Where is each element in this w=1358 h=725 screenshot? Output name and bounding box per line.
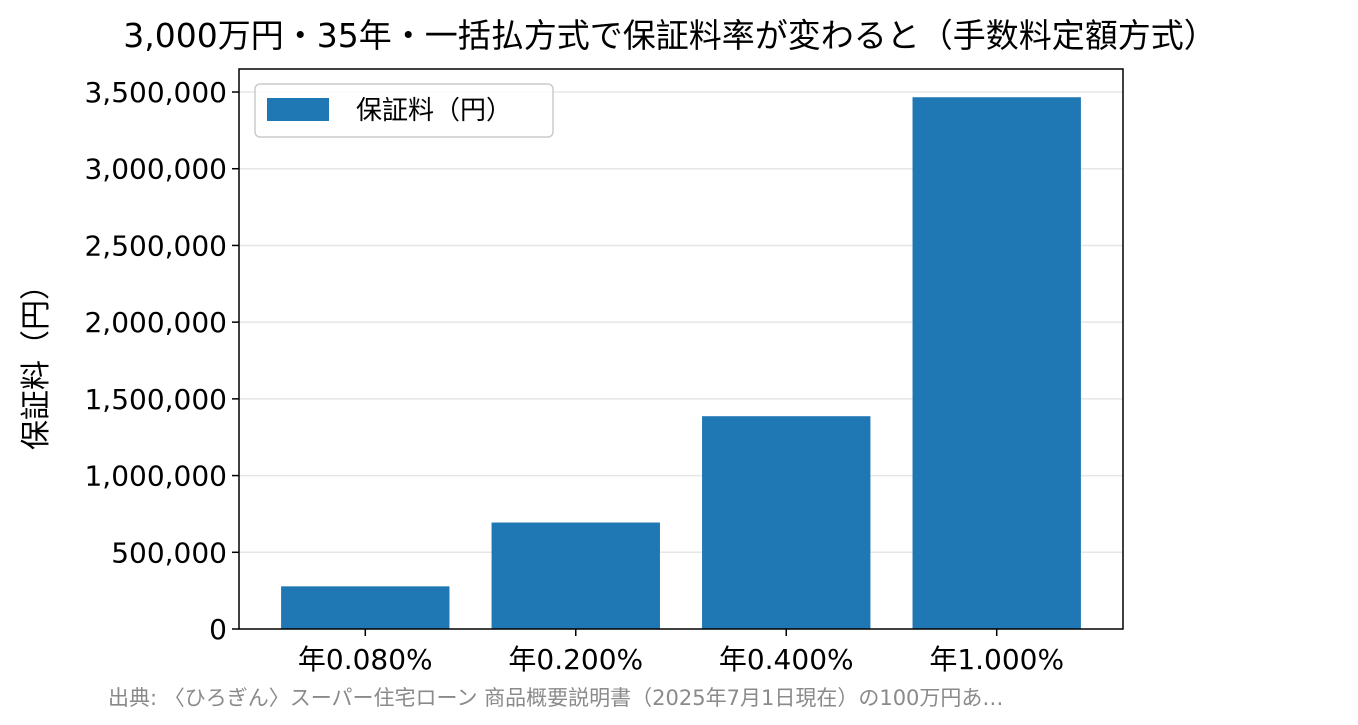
y-tick-label: 1,000,000 (84, 460, 227, 493)
legend-frame (254, 83, 554, 138)
y-tick-label: 500,000 (111, 536, 227, 569)
y-axis-label: 保証料（円） (19, 270, 54, 450)
legend-swatch (267, 98, 329, 121)
source-note: 出典: 〈ひろぎん〉スーパー住宅ローン 商品概要説明書（2025年7月1日現在）… (108, 686, 1003, 710)
x-tick-label: 年1.000% (929, 643, 1064, 676)
bars-layer (281, 97, 1081, 629)
y-ticks: 0 500,000 1,000,000 1,500,000 2,000,000 2,500… (84, 76, 239, 646)
bar (912, 97, 1081, 629)
chart-title: 3,000万円・35年・一括払方式で保証料率が変わると（手数料定額方式） (123, 16, 1216, 55)
y-tick-label: 3,500,000 (84, 76, 227, 109)
x-tick-label: 年0.080% (298, 643, 433, 676)
legend-label: 保証料（円） (356, 96, 512, 126)
y-tick-label: 2,500,000 (84, 229, 227, 262)
x-tick-label: 年0.400% (719, 643, 854, 676)
plot-frame (238, 68, 1124, 630)
y-tick-label: 1,500,000 (84, 383, 227, 416)
y-tick-label: 0 (209, 613, 227, 646)
y-tick-label: 2,000,000 (84, 306, 227, 339)
bar (491, 522, 660, 629)
legend: 保証料（円） (254, 83, 554, 138)
bar (281, 586, 450, 629)
x-tick-label: 年0.200% (508, 643, 643, 676)
bar (702, 416, 871, 629)
y-tick-label: 3,000,000 (84, 153, 227, 186)
axes-layer (238, 68, 1124, 630)
x-ticks: 年0.080% 年0.200% 年0.400% 年1.000% (298, 629, 1064, 676)
